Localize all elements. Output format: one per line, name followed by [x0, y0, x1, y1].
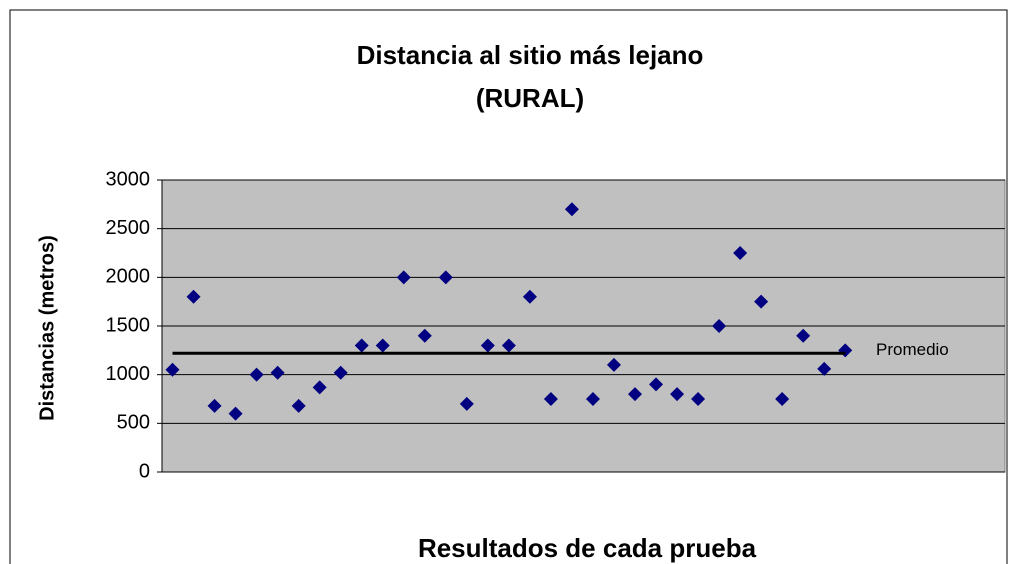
marker — [564, 202, 579, 217]
y-tick-label: 3000 — [106, 168, 151, 190]
marker — [228, 406, 243, 421]
marker — [817, 361, 832, 376]
marker — [733, 246, 748, 260]
y-axis-label: Distancias (metros) — [36, 235, 58, 421]
marker — [249, 367, 264, 382]
marker — [312, 380, 327, 395]
marker — [606, 357, 621, 372]
marker — [417, 328, 432, 343]
marker — [628, 387, 643, 402]
marker — [333, 365, 348, 380]
marker — [754, 294, 769, 309]
average-label-box: Promedio — [876, 340, 949, 359]
average-label: Promedio — [876, 340, 949, 359]
marker — [375, 338, 390, 353]
marker — [291, 398, 306, 413]
y-tick-label: 1500 — [106, 314, 151, 336]
marker — [712, 319, 727, 333]
y-tick-label: 0 — [139, 460, 150, 482]
marker — [691, 392, 706, 406]
marker — [354, 338, 369, 353]
marker — [396, 270, 411, 285]
marker — [459, 396, 474, 411]
y-tick-label: 500 — [117, 412, 150, 434]
x-axis-label: Resultados de cada prueba — [418, 533, 757, 563]
marker — [775, 392, 790, 406]
chart-title: Distancia al sitio más lejano — [357, 40, 704, 70]
marker — [501, 338, 516, 353]
marker — [585, 392, 600, 406]
chart-subtitle: (RURAL) — [476, 83, 584, 113]
marker — [543, 392, 558, 406]
marker — [165, 362, 180, 377]
marker — [480, 338, 495, 353]
marker — [438, 270, 453, 285]
marker — [796, 328, 811, 343]
y-tick-label: 1000 — [106, 363, 151, 385]
marker — [207, 398, 222, 413]
y-tick-label: 2000 — [106, 266, 151, 288]
marker — [270, 365, 285, 380]
y-tick-label: 2500 — [106, 217, 151, 239]
chart-border — [9, 9, 1008, 564]
marker — [186, 289, 201, 304]
marker — [522, 289, 537, 304]
marker — [649, 377, 664, 392]
marker — [670, 387, 685, 402]
